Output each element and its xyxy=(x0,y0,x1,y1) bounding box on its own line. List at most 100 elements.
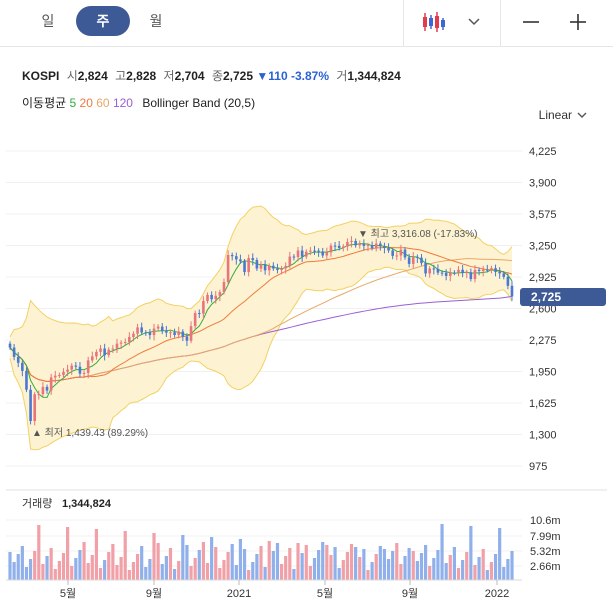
chevron-down-icon[interactable] xyxy=(463,8,485,36)
candle-body xyxy=(395,255,399,257)
y-tick-label: 4,225 xyxy=(529,146,557,158)
volume-bar xyxy=(465,552,469,580)
candle-body xyxy=(41,386,45,395)
volume-bar xyxy=(391,551,395,580)
candle-body xyxy=(62,371,65,375)
volume-bar xyxy=(177,561,181,580)
candle-body xyxy=(189,326,193,341)
volume-bar xyxy=(16,554,20,580)
ma-60: 60 xyxy=(96,96,110,110)
candle-body xyxy=(259,264,263,269)
candle-body xyxy=(490,268,493,270)
candle-body xyxy=(453,272,456,274)
volume-bar xyxy=(234,565,238,580)
indicator-legend[interactable]: 이동평균 5 20 60 120 Bollinger Band (20,5) xyxy=(22,94,255,111)
ma-20-line xyxy=(9,246,513,382)
volume-bar xyxy=(267,541,271,580)
candle-body xyxy=(136,327,139,334)
volume-bar xyxy=(205,563,210,580)
volume-bar xyxy=(20,546,24,580)
volume-bar xyxy=(185,545,189,580)
high-label: 고 xyxy=(115,69,127,83)
volume-bar xyxy=(259,546,263,580)
scale-selector[interactable]: Linear xyxy=(539,108,587,122)
volume-bar xyxy=(386,559,391,580)
candle-body xyxy=(391,250,394,256)
volume-value: 1,344,824 xyxy=(347,69,401,83)
volume-bar xyxy=(107,552,111,580)
y-tick-label: 2,925 xyxy=(529,272,557,284)
volume-bar xyxy=(28,559,33,580)
candle-body xyxy=(86,360,90,373)
candle-body xyxy=(33,394,36,422)
volume-bar xyxy=(238,539,243,580)
volume-tick-label: 2.66m xyxy=(530,561,561,573)
volume-bar xyxy=(428,566,432,580)
candle-body xyxy=(296,250,300,258)
ma-label: 이동평균 xyxy=(22,96,67,110)
volume-bar xyxy=(90,555,94,580)
volume-bar xyxy=(284,556,288,580)
candle-body xyxy=(239,259,242,262)
candlestick-icon[interactable] xyxy=(418,8,450,36)
volume-bar xyxy=(304,545,308,580)
y-tick-label: 2,600 xyxy=(529,304,557,316)
tab-day[interactable]: 일 xyxy=(41,13,55,29)
candle-body xyxy=(420,257,423,264)
toolbar-divider xyxy=(500,0,501,46)
volume-bar xyxy=(275,543,280,580)
volume-bar xyxy=(201,542,205,580)
volume-bar xyxy=(160,564,164,580)
plus-icon[interactable] xyxy=(565,8,591,36)
candle-body xyxy=(379,243,382,247)
current-price-tag xyxy=(520,288,606,306)
volume-bar xyxy=(498,528,502,580)
candle-body xyxy=(321,251,325,256)
volume-bar xyxy=(362,549,366,580)
toolbar-divider xyxy=(403,0,404,46)
candle-body xyxy=(12,347,16,357)
volume-bar xyxy=(317,550,321,580)
volume-bar xyxy=(247,570,251,580)
volume-bar xyxy=(489,562,494,580)
tab-week[interactable]: 주 xyxy=(76,6,130,36)
volume-bar xyxy=(382,549,387,580)
volume-bar xyxy=(115,565,119,580)
volume-bar xyxy=(218,568,222,580)
candle-body xyxy=(329,245,333,253)
volume-bar xyxy=(325,545,329,580)
bollinger-upper-line xyxy=(9,205,513,338)
candle-body xyxy=(103,348,106,356)
candle-body xyxy=(181,331,185,337)
candle-body xyxy=(222,282,226,293)
volume-bar xyxy=(197,550,201,580)
candle-body xyxy=(428,268,432,274)
volume-bar xyxy=(66,527,70,580)
candle-body xyxy=(448,272,452,276)
candle-body xyxy=(185,336,189,341)
tab-month[interactable]: 월 xyxy=(149,13,163,29)
volume-bar xyxy=(333,547,337,580)
candle-body xyxy=(206,294,209,302)
volume-bar xyxy=(493,554,498,580)
volume-bar xyxy=(103,560,107,580)
volume-bar xyxy=(370,562,374,580)
candle-body xyxy=(235,256,238,260)
volume-bar xyxy=(407,548,411,580)
candle-body xyxy=(469,272,473,280)
volume-bar xyxy=(308,566,312,580)
candle-body xyxy=(309,250,312,252)
candle-body xyxy=(292,256,296,258)
volume-bar xyxy=(506,559,510,580)
candle-body xyxy=(160,326,164,331)
candle-body xyxy=(486,269,489,271)
volume-bar xyxy=(292,569,296,580)
candle-body xyxy=(152,328,156,336)
candle-body xyxy=(37,394,41,396)
volume-bar xyxy=(148,559,152,580)
minus-icon[interactable] xyxy=(518,8,544,36)
candle-body xyxy=(403,249,407,258)
volume-bar xyxy=(452,547,456,580)
volume-bar xyxy=(271,551,275,580)
